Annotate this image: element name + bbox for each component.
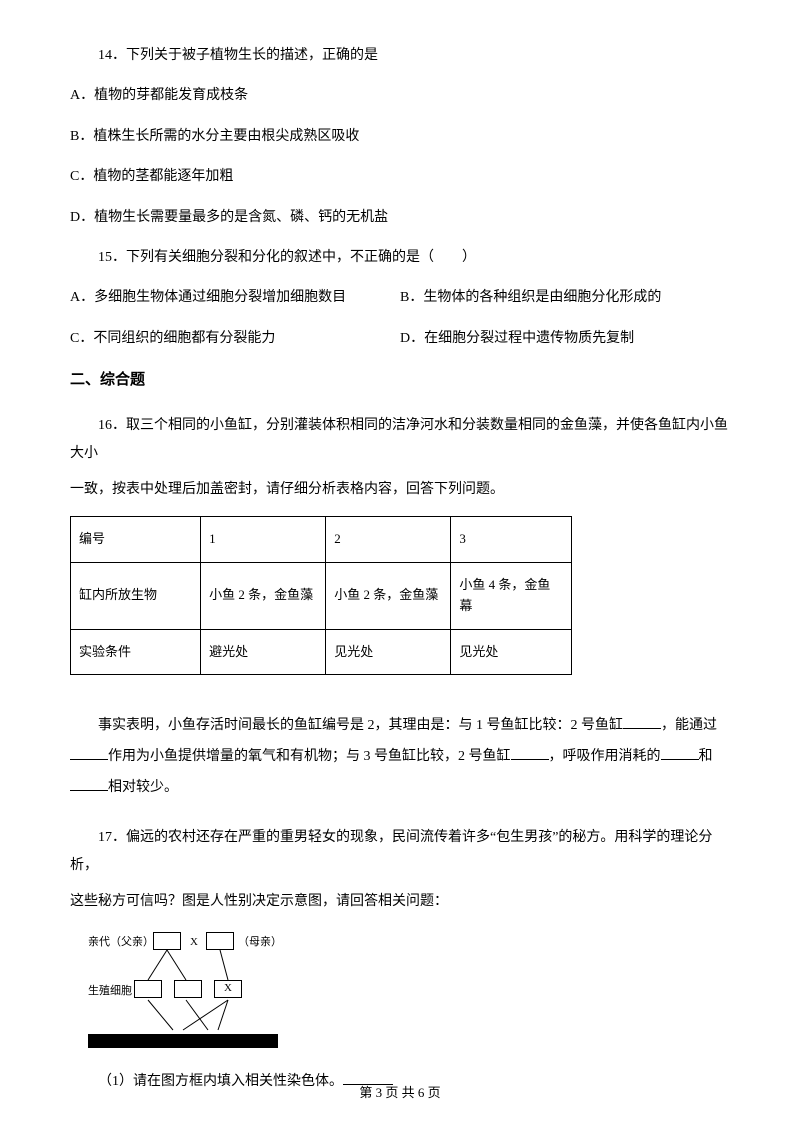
table-row: 编号 1 2 3 [71, 517, 572, 563]
th-col4: 3 [451, 517, 571, 563]
q14-opt-b: B．植株生长所需的水分主要由根尖成熟区吸收 [70, 126, 730, 148]
td-r1c4: 小鱼 4 条，金鱼幕 [451, 562, 571, 629]
section-2-title: 二、综合题 [70, 368, 730, 392]
blank-fill[interactable] [623, 715, 661, 729]
th-col2: 1 [201, 517, 326, 563]
td-r1c1: 缸内所放生物 [71, 562, 201, 629]
blank-fill[interactable] [70, 746, 108, 760]
q14-opt-a: A．植物的芽都能发育成枝条 [70, 85, 730, 107]
q15-stem: 15．下列有关细胞分裂和分化的叙述中，不正确的是（ ） [70, 247, 730, 269]
q16-para-f: 相对较少。 [108, 780, 178, 795]
box-gamete-3: X [214, 980, 242, 998]
q17-stem-line1: 17．偏远的农村还存在严重的重男轻女的现象，民间流传着许多“包生男孩”的秘方。用… [70, 824, 730, 880]
td-r2c3: 见光处 [326, 629, 451, 675]
q15-opt-b: B．生物体的各种组织是由细胞分化形成的 [400, 287, 730, 309]
blank-fill[interactable] [511, 746, 549, 760]
diagram-bottom-bar [88, 1034, 278, 1048]
q16-para-c: 作用为小鱼提供增量的氧气和有机物；与 3 号鱼缸比较，2 号鱼缸 [108, 749, 511, 764]
td-r2c4: 见光处 [451, 629, 571, 675]
q15-opt-c: C．不同组织的细胞都有分裂能力 [70, 328, 400, 350]
q14-opt-d: D．植物生长需要量最多的是含氮、磷、钙的无机盐 [70, 207, 730, 229]
blank-fill[interactable] [70, 777, 108, 791]
table-row: 缸内所放生物 小鱼 2 条，金鱼藻 小鱼 2 条，金鱼藻 小鱼 4 条，金鱼幕 [71, 562, 572, 629]
q16-para-d: ，呼吸作用消耗的 [549, 749, 661, 764]
td-r2c1: 实验条件 [71, 629, 201, 675]
blank-fill[interactable] [661, 746, 699, 760]
box-gamete-1[interactable] [134, 980, 162, 998]
label-gamete: 生殖细胞 [88, 983, 132, 1001]
q15-opt-a: A．多细胞生物体通过细胞分裂增加细胞数目 [70, 287, 400, 309]
q16-para-e: 和 [699, 749, 713, 764]
q16-answer-para: 事实表明，小鱼存活时间最长的鱼缸编号是 2，其理由是：与 1 号鱼缸比较：2 号… [70, 711, 730, 803]
q16-table: 编号 1 2 3 缸内所放生物 小鱼 2 条，金鱼藻 小鱼 2 条，金鱼藻 小鱼… [70, 516, 572, 675]
page-footer: 第 3 页 共 6 页 [0, 1083, 800, 1104]
td-r2c2: 避光处 [201, 629, 326, 675]
th-col3: 2 [326, 517, 451, 563]
box-gamete-2[interactable] [174, 980, 202, 998]
q14-stem: 14．下列关于被子植物生长的描述，正确的是 [70, 45, 730, 67]
q16-para-b: ，能通过 [661, 718, 717, 733]
q17-stem-line2: 这些秘方可信吗？图是人性别决定示意图，请回答相关问题： [70, 888, 730, 916]
q14-opt-c: C．植物的茎都能逐年加粗 [70, 166, 730, 188]
td-r1c2: 小鱼 2 条，金鱼藻 [201, 562, 326, 629]
table-row: 实验条件 避光处 见光处 见光处 [71, 629, 572, 675]
q16-stem-line2: 一致，按表中处理后加盖密封，请仔细分析表格内容，回答下列问题。 [70, 476, 730, 504]
td-r1c3: 小鱼 2 条，金鱼藻 [326, 562, 451, 629]
q16-stem-line1: 16．取三个相同的小鱼缸，分别灌装体积相同的洁净河水和分装数量相同的金鱼藻，并使… [70, 412, 730, 468]
th-col1: 编号 [71, 517, 201, 563]
inheritance-diagram: 亲代（父亲） X （母亲） 生殖细胞 X [88, 928, 288, 1048]
q16-para-a: 事实表明，小鱼存活时间最长的鱼缸编号是 2，其理由是：与 1 号鱼缸比较：2 号… [98, 718, 623, 733]
q15-opt-d: D．在细胞分裂过程中遗传物质先复制 [400, 328, 730, 350]
